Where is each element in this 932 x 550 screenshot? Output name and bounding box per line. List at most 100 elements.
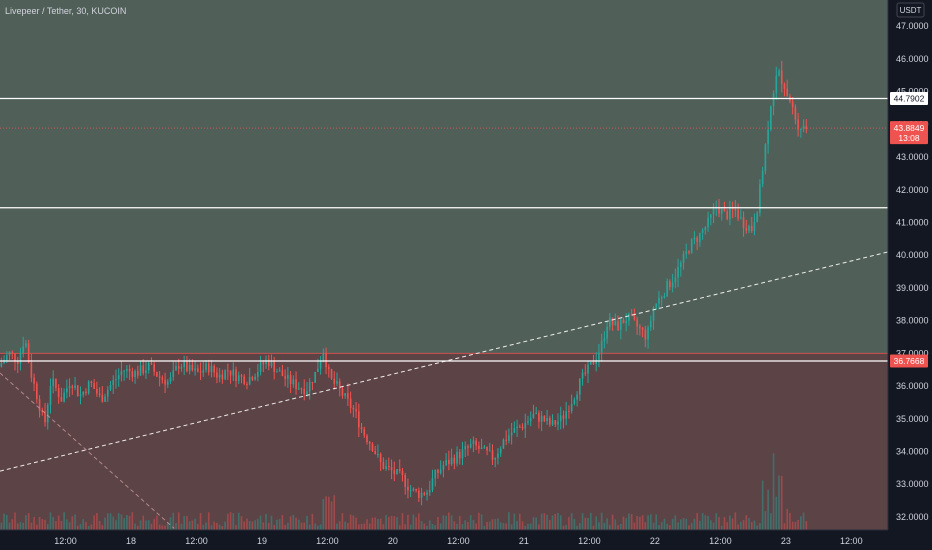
volume-bar bbox=[27, 513, 30, 530]
volume-bar bbox=[469, 515, 472, 530]
volume-bar bbox=[379, 518, 382, 530]
volume-bar bbox=[57, 515, 60, 530]
candle-body bbox=[663, 296, 666, 298]
candle-body bbox=[235, 369, 237, 382]
candle-body bbox=[55, 378, 57, 389]
volume-bar bbox=[44, 519, 46, 530]
volume-bar bbox=[750, 522, 753, 530]
volume-bar bbox=[622, 516, 625, 530]
candle-body bbox=[218, 374, 221, 378]
volume-bar bbox=[16, 523, 19, 530]
candle-body bbox=[742, 217, 745, 229]
volume-bar bbox=[262, 522, 265, 530]
candle-body bbox=[756, 212, 759, 223]
candle-body bbox=[644, 329, 647, 340]
candle-body bbox=[669, 281, 671, 288]
current-price-badge-bg bbox=[890, 121, 928, 145]
volume-bar bbox=[554, 513, 557, 530]
volume-bar bbox=[254, 520, 256, 530]
volume-bar bbox=[186, 516, 188, 530]
candle-body bbox=[52, 378, 55, 386]
time-axis[interactable]: 12:00 18 12:00 19 12:00 20 12:00 21 12:00 22 12:00… bbox=[54, 536, 862, 546]
candle-body bbox=[488, 450, 491, 452]
volume-bar bbox=[649, 514, 652, 530]
volume-bar bbox=[292, 514, 295, 530]
candle-body bbox=[467, 446, 469, 448]
candle-body bbox=[229, 370, 232, 376]
candle-body bbox=[297, 388, 300, 390]
currency-label[interactable]: USDT bbox=[900, 6, 922, 15]
time-tick-label: 12:00 bbox=[578, 536, 601, 546]
candle-body bbox=[603, 338, 606, 342]
candle-body bbox=[273, 361, 276, 373]
candle-body bbox=[415, 488, 417, 491]
volume-bar bbox=[704, 515, 707, 530]
volume-bar bbox=[764, 510, 767, 530]
candle-body bbox=[27, 343, 30, 363]
candle-body bbox=[671, 282, 674, 288]
volume-bar bbox=[251, 521, 254, 530]
candle-body bbox=[707, 217, 709, 228]
candle-body bbox=[14, 353, 16, 362]
volume-bar bbox=[671, 518, 674, 530]
candle-body bbox=[295, 379, 297, 390]
candle-body bbox=[456, 452, 458, 464]
volume-bar bbox=[595, 516, 598, 530]
volume-bar bbox=[115, 520, 117, 530]
volume-bar bbox=[663, 518, 666, 530]
volume-bar bbox=[609, 524, 611, 530]
candle-body bbox=[237, 375, 240, 382]
candle-body bbox=[783, 84, 786, 89]
volume-bar bbox=[579, 523, 581, 530]
candle-body bbox=[546, 418, 548, 422]
volume-bar bbox=[142, 515, 145, 530]
candle-body bbox=[611, 317, 614, 326]
volume-bar bbox=[134, 523, 136, 530]
volume-bar bbox=[30, 522, 33, 530]
volume-bar bbox=[194, 518, 196, 530]
price-axis-background[interactable] bbox=[888, 0, 932, 530]
candle-body bbox=[117, 375, 120, 380]
currency-box[interactable]: USDT bbox=[896, 2, 925, 18]
time-tick-label: 12:00 bbox=[185, 536, 208, 546]
volume-bar bbox=[723, 517, 726, 530]
candle-body bbox=[303, 388, 306, 395]
candle-body bbox=[227, 370, 229, 372]
candle-body bbox=[57, 388, 60, 398]
candle-body bbox=[802, 125, 805, 129]
volume-bar bbox=[617, 525, 619, 530]
volume-bar bbox=[82, 519, 85, 530]
candle-body bbox=[576, 394, 578, 400]
volume-bar bbox=[136, 525, 139, 530]
candle-body bbox=[494, 457, 497, 460]
price-tick-label: 36.0000 bbox=[896, 381, 929, 391]
volume-bar bbox=[227, 513, 229, 530]
candle-body bbox=[199, 371, 202, 373]
volume-bar bbox=[660, 522, 663, 530]
trendline-2[interactable] bbox=[0, 372, 175, 529]
volume-bar bbox=[98, 520, 101, 530]
volume-bar bbox=[461, 524, 464, 530]
volume-bar bbox=[401, 513, 404, 530]
candle-body bbox=[104, 396, 106, 402]
time-tick-label: 19 bbox=[257, 536, 267, 546]
candle-body bbox=[106, 389, 109, 397]
candle-body bbox=[524, 422, 527, 429]
candle-body bbox=[551, 420, 554, 425]
candle-body bbox=[202, 370, 205, 373]
volume-bar bbox=[644, 522, 647, 530]
time-axis-background[interactable] bbox=[0, 530, 932, 550]
volume-bar bbox=[246, 518, 248, 530]
candle-body bbox=[177, 366, 180, 369]
candle-body bbox=[617, 321, 619, 330]
candle-body bbox=[453, 457, 456, 464]
candle-body bbox=[450, 457, 453, 465]
candle-body bbox=[598, 352, 600, 360]
candle-body bbox=[49, 385, 52, 406]
volume-bar bbox=[639, 516, 641, 530]
volume-bar bbox=[120, 514, 123, 530]
volume-bar bbox=[434, 525, 437, 530]
candle-body bbox=[521, 426, 524, 429]
